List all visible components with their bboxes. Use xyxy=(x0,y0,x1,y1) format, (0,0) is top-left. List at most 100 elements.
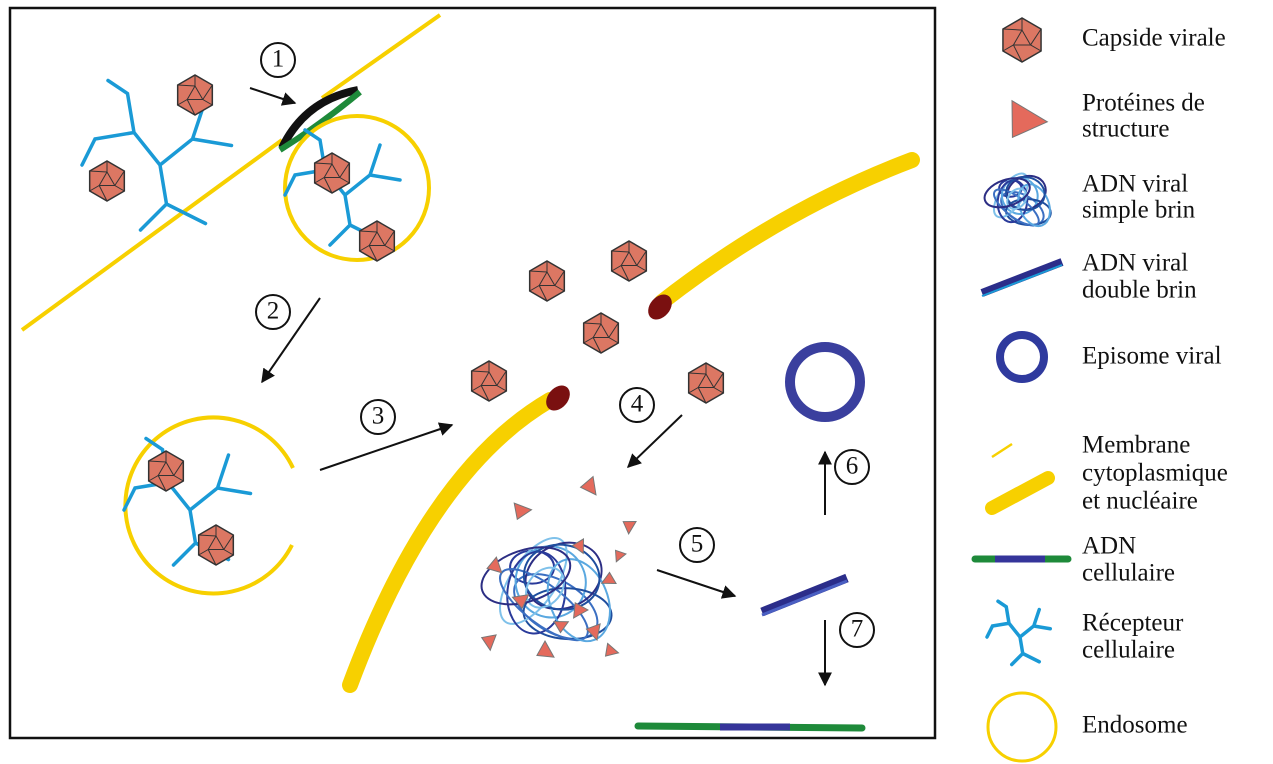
capsid-edge xyxy=(1030,44,1042,52)
capsid-edge xyxy=(359,230,378,233)
arrow xyxy=(656,569,737,599)
capsid-edge xyxy=(529,270,548,273)
capsid-edge xyxy=(713,387,724,394)
capsid-edge xyxy=(583,322,602,325)
capsid xyxy=(358,220,396,262)
capsid-face xyxy=(480,370,498,386)
capsid xyxy=(197,524,235,566)
capsid-edge xyxy=(713,372,724,388)
capsid-edge xyxy=(688,387,699,394)
structure-protein xyxy=(585,623,601,642)
legend-episome xyxy=(996,331,1048,383)
legend-double-strand xyxy=(980,258,1064,297)
capsid-face xyxy=(538,271,556,286)
single-strand-dna xyxy=(522,543,601,611)
capsid-edge xyxy=(554,270,565,286)
capsid-face xyxy=(157,461,175,476)
nuclear-membrane xyxy=(654,152,920,310)
legend-label: double brin xyxy=(1082,277,1197,304)
plasma-membrane xyxy=(20,138,284,332)
capsid-edge xyxy=(471,370,490,373)
step-circle xyxy=(679,527,715,563)
single-strand-dna xyxy=(1005,175,1046,211)
capsid xyxy=(582,312,620,354)
structure-protein xyxy=(486,556,503,574)
step-number: 7 xyxy=(851,616,864,643)
capsid-edge xyxy=(529,285,540,292)
step-number: 5 xyxy=(691,531,704,558)
nuclear-pore xyxy=(648,294,672,320)
capsid-edge xyxy=(202,99,213,106)
structure-protein xyxy=(622,520,637,535)
plasma-membrane xyxy=(320,13,442,100)
capsid-edge xyxy=(608,322,619,338)
capsid-edge xyxy=(177,99,188,106)
nuclear-pore xyxy=(546,385,570,411)
step-circle xyxy=(619,387,655,423)
frame xyxy=(8,6,937,740)
capsid-edge xyxy=(636,250,647,266)
legend-label: structure xyxy=(1082,116,1169,143)
budding xyxy=(278,89,362,153)
capsid xyxy=(147,450,185,492)
double-strand-dna xyxy=(761,579,848,617)
capsid-face xyxy=(98,170,116,186)
receptor xyxy=(283,128,402,247)
capsid-edge xyxy=(592,337,602,354)
capsid-edge xyxy=(368,245,378,262)
capsid-edge xyxy=(177,84,196,87)
capsid-edge xyxy=(697,387,707,404)
capsid-edge xyxy=(148,475,159,482)
structure-protein xyxy=(571,538,585,555)
capsid-face xyxy=(186,85,204,100)
capsid-edge xyxy=(114,185,125,192)
structure-protein xyxy=(600,571,617,585)
capsid xyxy=(1002,17,1042,63)
step-circle xyxy=(839,612,875,648)
structure-protein xyxy=(604,642,620,657)
nuclear-membrane xyxy=(342,392,558,693)
step-circle xyxy=(260,42,296,78)
structure-protein xyxy=(511,594,530,610)
capsid xyxy=(610,240,648,282)
legend-membrane xyxy=(985,471,1055,515)
capsid xyxy=(313,152,351,194)
capsid-edge xyxy=(611,265,622,272)
capsid-face xyxy=(207,535,225,550)
capsid-edge xyxy=(1030,28,1042,46)
capsid-edge xyxy=(480,385,490,402)
legend-label: simple brin xyxy=(1082,197,1196,224)
endosome xyxy=(283,114,431,262)
step-circle xyxy=(360,399,396,435)
capsid-edge xyxy=(636,265,647,272)
step-circle xyxy=(255,294,291,330)
structure-protein xyxy=(614,549,627,563)
legend-label: Episome viral xyxy=(1082,343,1222,370)
arrow xyxy=(319,422,454,471)
structure-protein xyxy=(579,475,597,496)
capsid-face xyxy=(323,162,341,178)
capsid-edge xyxy=(496,370,507,386)
capsid-edge xyxy=(157,475,167,492)
capsid xyxy=(687,362,725,404)
legend-label: et nucléaire xyxy=(1082,488,1198,515)
capsid-edge xyxy=(223,534,234,550)
capsid xyxy=(176,74,214,116)
capsid-edge xyxy=(223,549,234,556)
single-strand-dna xyxy=(546,558,611,643)
single-strand-dna xyxy=(525,566,565,609)
arrow xyxy=(249,87,297,106)
capsid-edge xyxy=(359,245,370,252)
capsid xyxy=(528,260,566,302)
step-number: 1 xyxy=(272,46,285,73)
legend-label: ADN viral xyxy=(1082,250,1188,277)
receptor xyxy=(985,599,1052,667)
step-number: 3 xyxy=(372,403,385,430)
legend-endosome xyxy=(986,691,1058,763)
capsid-edge xyxy=(173,460,184,476)
capsid-face xyxy=(592,323,610,338)
capsid-edge xyxy=(1012,44,1023,63)
structure-protein xyxy=(553,620,570,634)
capsid-edge xyxy=(583,337,594,344)
capsid-face xyxy=(697,373,715,388)
